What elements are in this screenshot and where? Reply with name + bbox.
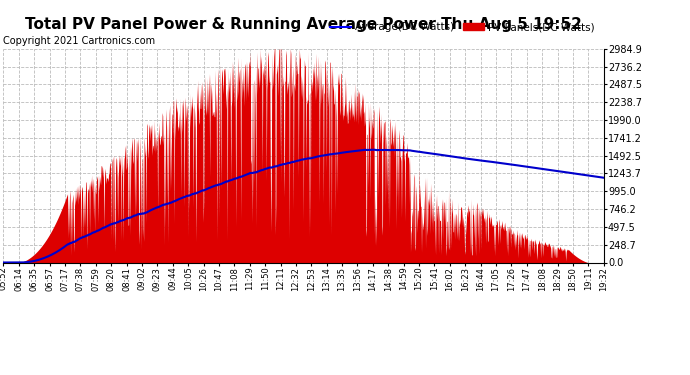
Text: Total PV Panel Power & Running Average Power Thu Aug 5 19:52: Total PV Panel Power & Running Average P…: [25, 17, 582, 32]
Legend: Average(DC Watts), PV Panels(DC Watts): Average(DC Watts), PV Panels(DC Watts): [326, 18, 598, 37]
Text: Copyright 2021 Cartronics.com: Copyright 2021 Cartronics.com: [3, 36, 155, 46]
